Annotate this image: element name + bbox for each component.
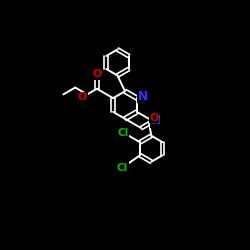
Text: O: O — [149, 113, 158, 123]
Text: N: N — [138, 90, 147, 103]
Text: Cl: Cl — [117, 128, 128, 138]
Text: O: O — [92, 69, 102, 79]
Text: O: O — [78, 92, 87, 102]
Text: N: N — [151, 114, 161, 128]
Text: Cl: Cl — [117, 163, 128, 173]
